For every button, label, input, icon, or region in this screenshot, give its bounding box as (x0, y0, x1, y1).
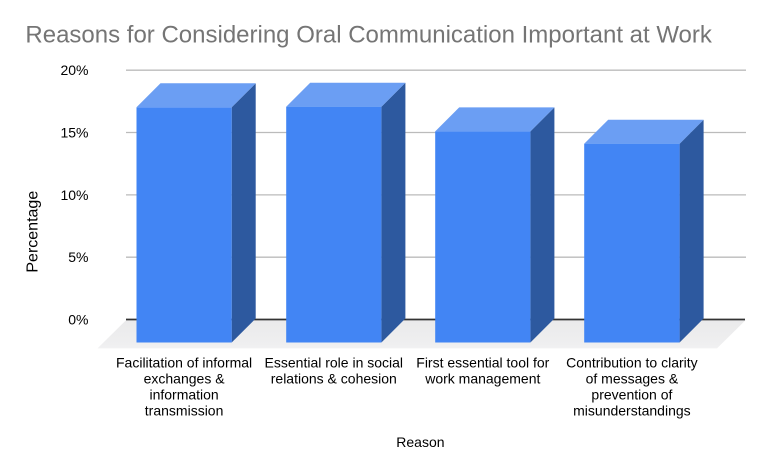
svg-text:prevention of: prevention of (591, 386, 672, 402)
svg-text:First essential tool for: First essential tool for (416, 354, 549, 370)
svg-text:Reasons for Considering Oral C: Reasons for Considering Oral Communicati… (25, 22, 713, 49)
svg-text:0%: 0% (68, 311, 88, 327)
svg-text:work management: work management (424, 370, 540, 386)
svg-text:Essential role in social: Essential role in social (265, 354, 404, 370)
svg-text:misunderstandings: misunderstandings (573, 402, 691, 418)
svg-text:10%: 10% (60, 187, 88, 203)
svg-text:relations & cohesion: relations & cohesion (271, 370, 397, 386)
svg-text:20%: 20% (60, 62, 88, 78)
svg-text:Facilitation of informal: Facilitation of informal (116, 354, 252, 370)
svg-text:transmission: transmission (145, 402, 224, 418)
svg-text:Reason: Reason (396, 434, 444, 450)
svg-text:5%: 5% (68, 249, 88, 265)
svg-text:Percentage: Percentage (25, 191, 42, 273)
svg-text:exchanges &: exchanges & (144, 370, 226, 386)
svg-text:of messages &: of messages & (586, 370, 679, 386)
svg-text:information: information (149, 386, 218, 402)
svg-text:Contribution to clarity: Contribution to clarity (566, 354, 698, 370)
svg-text:15%: 15% (60, 125, 88, 141)
